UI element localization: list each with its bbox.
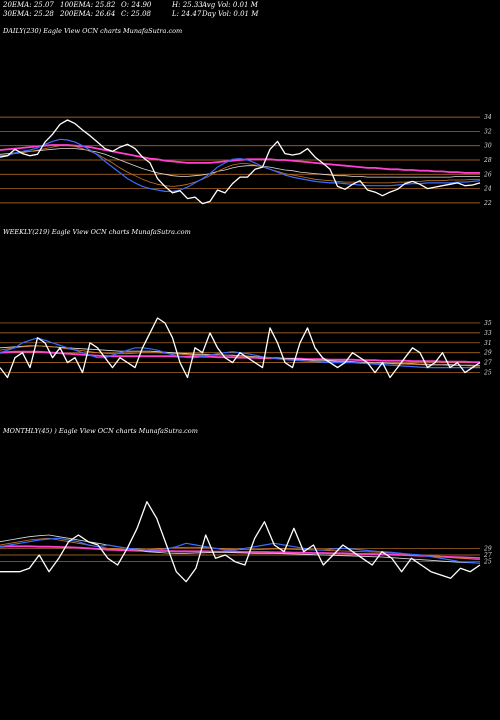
weekly-y-tick-label: 29 — [483, 350, 492, 357]
avg-vol-value: Avg Vol: 0.01 M — [202, 1, 258, 9]
daily-ema-fast-line — [0, 138, 481, 192]
high-value: H: 25.33 — [172, 1, 203, 9]
daily-y-tick-label: 28 — [483, 157, 492, 164]
weekly-y-tick-label: 31 — [484, 340, 492, 347]
ema200-value: 200EMA: 26.64 — [60, 10, 116, 18]
weekly-y-tick-label: 35 — [484, 320, 492, 327]
monthly-ema-fast-line — [0, 537, 481, 564]
daily-y-tick-label: 22 — [483, 200, 492, 207]
daily-chart-title: DAILY(230) Eagle View OCN charts MunafaS… — [3, 27, 183, 35]
daily-y-tick-label: 24 — [483, 186, 492, 193]
monthly-ema-slow-line — [0, 534, 481, 564]
monthly-chart-title: MONTHLY(45) ) Eagle View OCN charts Muna… — [3, 427, 198, 435]
daily-ema-slow-line — [0, 148, 480, 178]
daily-y-tick-label: 30 — [484, 143, 492, 150]
weekly-y-tick-label: 25 — [483, 370, 492, 377]
ema20-value: 20EMA: 25.07 — [3, 1, 54, 9]
daily-ema-long-line — [0, 144, 480, 174]
ema30-value: 30EMA: 25.28 — [3, 10, 54, 18]
daily-y-tick-label: 32 — [484, 128, 492, 135]
open-value: O: 24.90 — [121, 1, 152, 9]
daily-y-tick-label: 26 — [483, 171, 492, 178]
day-vol-value: Day Vol: 0.01 M — [202, 10, 259, 18]
weekly-chart-title: WEEKLY(219) Eagle View OCN charts Munafa… — [3, 228, 191, 236]
monthly-y-tick-label: 25 — [483, 559, 492, 566]
daily-y-tick-label: 34 — [484, 114, 492, 121]
weekly-y-tick-label: 33 — [484, 330, 492, 337]
weekly-y-tick-label: 27 — [483, 360, 492, 367]
monthly-y-tick-label: 29 — [483, 545, 492, 552]
daily-price-line — [0, 119, 481, 205]
weekly-price-line — [0, 317, 481, 379]
ema100-value: 100EMA: 25.82 — [60, 1, 116, 9]
monthly-price-line — [0, 501, 481, 583]
close-value: C: 25.08 — [121, 10, 151, 18]
monthly-ema-long-line — [0, 545, 481, 559]
daily-ema-mid-line — [0, 145, 480, 187]
monthly-y-tick-label: 27 — [483, 552, 492, 559]
weekly-ema-long-line — [0, 350, 480, 364]
low-value: L: 24.47 — [172, 10, 202, 18]
